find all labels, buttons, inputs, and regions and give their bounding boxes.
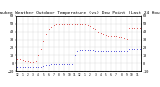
Title: Milwaukee Weather Outdoor Temperature (vs) Dew Point (Last 24 Hours): Milwaukee Weather Outdoor Temperature (v… bbox=[0, 11, 160, 15]
